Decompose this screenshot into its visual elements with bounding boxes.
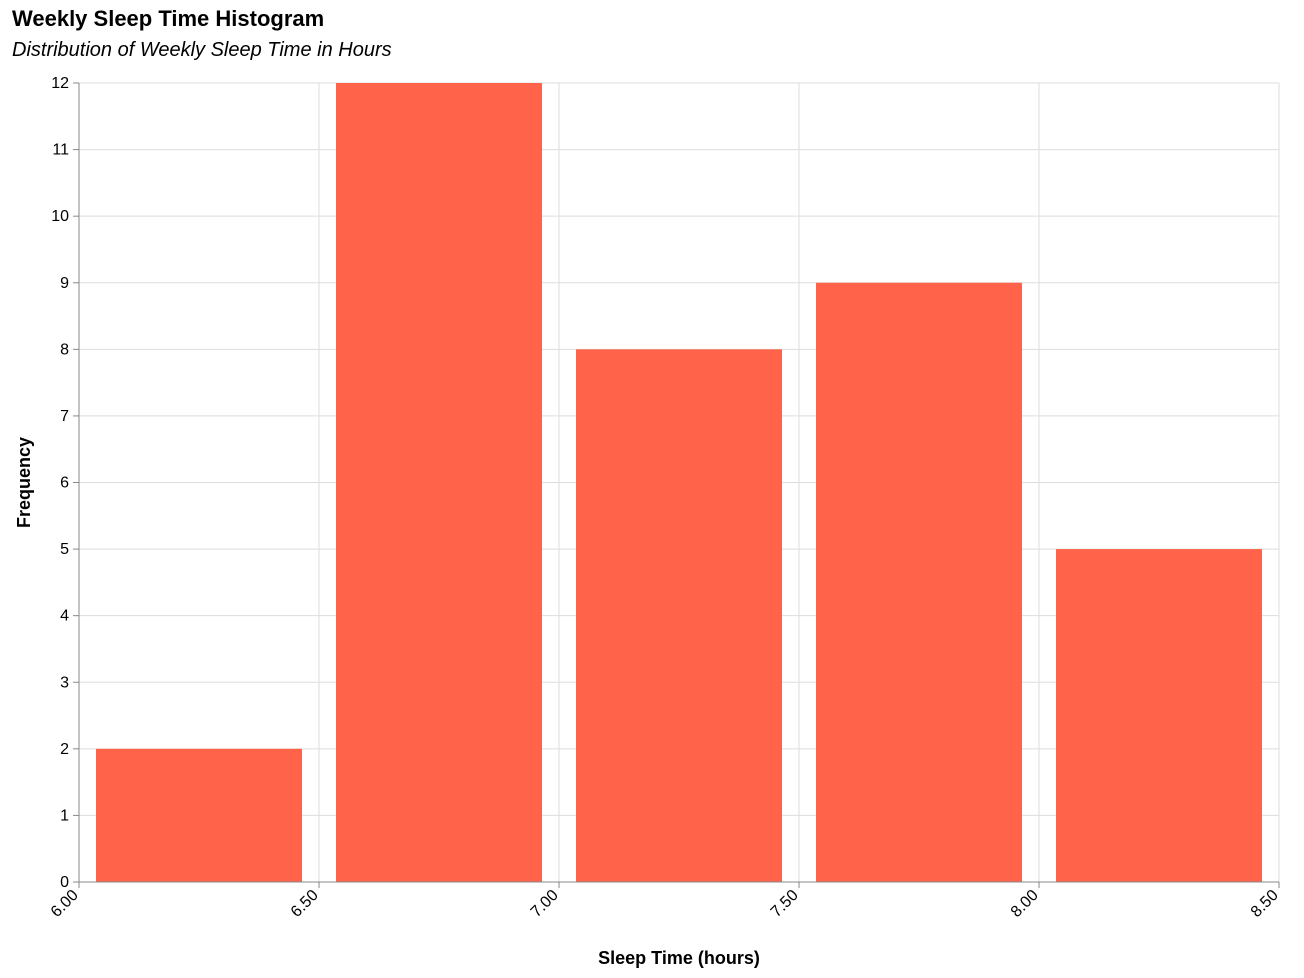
histogram-bar: [816, 282, 1022, 882]
y-axis-title: Frequency: [14, 437, 34, 528]
y-tick-label: 2: [60, 741, 69, 758]
y-tick-label: 1: [60, 807, 69, 824]
x-axis-title: Sleep Time (hours): [598, 948, 760, 968]
histogram-bar: [1056, 549, 1262, 882]
x-tick-label: 6.50: [288, 887, 322, 921]
y-tick-label: 11: [52, 142, 69, 159]
y-tick-label: 12: [51, 75, 69, 92]
y-tick-label: 5: [60, 541, 69, 558]
x-tick-label: 7.00: [528, 887, 562, 921]
histogram-bar: [576, 349, 782, 882]
chart-subtitle: Distribution of Weekly Sleep Time in Hou…: [12, 39, 392, 61]
y-tick-label: 3: [60, 674, 69, 691]
chart-title: Weekly Sleep Time Histogram: [12, 6, 325, 31]
histogram-bar: [336, 83, 542, 882]
x-tick-label: 8.00: [1008, 887, 1042, 921]
y-tick-label: 10: [51, 208, 69, 225]
bars: [96, 83, 1262, 882]
histogram-bar: [96, 748, 302, 882]
x-tick-label: 7.50: [768, 887, 802, 921]
x-tick-label: 8.50: [1248, 887, 1282, 921]
y-tick-label: 7: [60, 408, 69, 425]
x-tick-label: 6.00: [48, 887, 82, 921]
y-tick-label: 0: [60, 874, 69, 891]
y-tick-label: 6: [60, 475, 69, 492]
y-tick-label: 9: [60, 275, 69, 292]
y-tick-label: 4: [60, 608, 69, 625]
y-tick-label: 8: [60, 341, 69, 358]
